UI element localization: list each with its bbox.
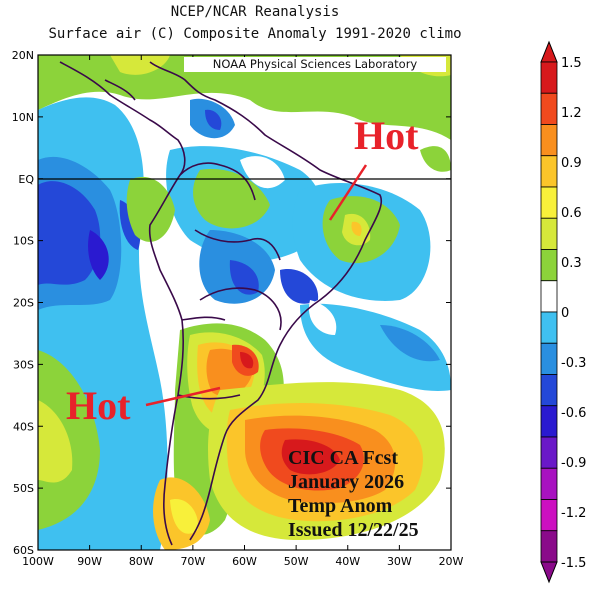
longitude-labels: 100W 90W 80W 70W 60W 50W 40W 30W 20W <box>22 555 463 568</box>
lat-label: 10S <box>13 235 34 248</box>
colorbar-swatch <box>540 499 558 532</box>
lon-label: 100W <box>22 555 54 568</box>
colorbar-label: 0.9 <box>561 156 582 171</box>
colorbar-label: 0 <box>561 306 569 321</box>
colorbar-label: -0.3 <box>561 356 586 371</box>
lat-label: 40S <box>13 420 34 433</box>
coastlines <box>59 61 383 546</box>
colorbar-swatch <box>540 405 558 438</box>
forecast-line-2: January 2026 <box>288 471 405 493</box>
lat-label: 20S <box>13 297 34 310</box>
colorbar-swatch <box>540 280 558 313</box>
colorbar-labels: 1.5 1.2 0.9 0.6 0.3 0 -0.3 -0.6 -0.9 -1.2 -1.5 <box>561 56 586 571</box>
colorbar-swatch <box>540 124 558 157</box>
lat-label: 10N <box>12 111 34 124</box>
colorbar-label: 1.5 <box>561 56 582 71</box>
colorbar-swatch <box>540 186 558 219</box>
lon-label: 40W <box>335 555 360 568</box>
colorbar-bottom-arrow <box>540 561 558 584</box>
colorbar-swatch <box>540 92 558 125</box>
colorbar-swatch <box>540 61 558 94</box>
forecast-line-3: Temp Anom <box>288 495 393 517</box>
colorbar-label: 0.6 <box>561 206 582 221</box>
colorbar-label: -1.2 <box>561 506 586 521</box>
hot-annotation-south: Hot <box>66 383 131 428</box>
forecast-box: CIC CA Fcst January 2026 Temp Anom Issue… <box>288 446 419 542</box>
title-line-1: NCEP/NCAR Reanalysis <box>170 4 340 20</box>
colorbar-label: 1.2 <box>561 106 582 121</box>
colorbar-label: -1.5 <box>561 556 586 571</box>
colorbar-swatch <box>540 374 558 407</box>
lat-label: 20N <box>12 49 34 62</box>
colorbar-swatch <box>540 530 558 563</box>
forecast-line-1: CIC CA Fcst <box>288 447 398 469</box>
colorbar-label: 0.3 <box>561 256 582 271</box>
lon-label: 30W <box>387 555 412 568</box>
colorbar-swatch <box>540 467 558 500</box>
lat-label: EQ <box>18 173 34 186</box>
colorbar-swatch <box>540 436 558 469</box>
colorbar-swatch <box>540 342 558 375</box>
colorbar-label: -0.6 <box>561 406 586 421</box>
hot-annotation-northeast: Hot <box>354 113 419 158</box>
hot-arrow-south <box>145 386 221 407</box>
lon-label: 70W <box>180 555 205 568</box>
lat-label: 50S <box>13 482 34 495</box>
colorbar-swatch <box>540 249 558 282</box>
title-line-2: Surface air (C) Composite Anomaly 1991-2… <box>48 26 462 42</box>
lon-label: 20W <box>439 555 464 568</box>
colorbar-swatch <box>540 311 558 344</box>
colorbar <box>540 40 558 584</box>
hot-arrow-northeast <box>328 164 368 221</box>
latitude-labels: 20N 10N EQ 10S 20S 30S 40S 50S 60S <box>12 49 35 557</box>
lat-label: 30S <box>13 358 34 371</box>
colorbar-label: -0.9 <box>561 456 586 471</box>
forecast-line-4: Issued 12/22/25 <box>288 519 419 541</box>
lon-label: 60W <box>232 555 257 568</box>
colorbar-top-arrow <box>540 40 558 63</box>
lon-label: 90W <box>77 555 102 568</box>
colorbar-swatch <box>540 217 558 250</box>
lon-label: 80W <box>129 555 154 568</box>
lon-label: 50W <box>284 555 309 568</box>
anomaly-field <box>38 55 451 550</box>
credit-label: NOAA Physical Sciences Laboratory <box>184 57 446 72</box>
lat-label: 60S <box>13 544 34 557</box>
colorbar-swatch <box>540 155 558 188</box>
